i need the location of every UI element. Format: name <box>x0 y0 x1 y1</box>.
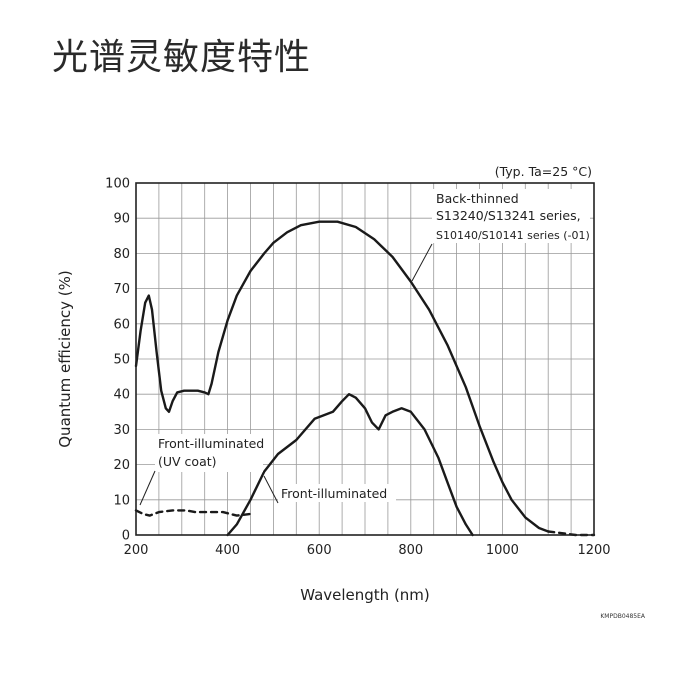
tick-layer: 0 10 20 30 40 50 60 70 80 90 100 200 400 600 800 1000 12… <box>105 177 610 559</box>
grid-layer <box>136 183 594 535</box>
back-thinned-label: Back-thinned <box>436 191 519 206</box>
y-tick-label: 20 <box>113 458 130 473</box>
leader-line <box>263 475 279 504</box>
x-axis-label: Wavelength (nm) <box>300 586 430 604</box>
front-illuminated-curve <box>226 393 474 537</box>
y-tick-label: 0 <box>122 529 130 544</box>
back-thinned-label: S10140/S10141 series (-01) <box>436 229 590 242</box>
back-thinned-curve <box>134 220 550 533</box>
x-tick-label: 1200 <box>577 543 610 558</box>
figure-code: KMPDB0485EA <box>600 613 645 620</box>
front-illuminated-uv-label: (UV coat) <box>158 454 217 469</box>
y-tick-label: 10 <box>113 493 130 508</box>
label-backdrop <box>278 484 396 502</box>
label-backdrop <box>155 434 263 472</box>
annotation-layer: Back-thinned S13240/S13241 series, S10140/… <box>139 189 590 506</box>
y-tick-label: 60 <box>113 317 130 332</box>
front-illuminated-uv-label: Front-illuminated <box>158 436 264 451</box>
leader-line <box>139 470 156 506</box>
back-thinned-label: S13240/S13241 series, <box>436 208 581 223</box>
curve-layer <box>134 220 596 537</box>
y-tick-label: 100 <box>105 177 130 192</box>
y-tick-label: 40 <box>113 388 130 403</box>
leader-line <box>411 243 433 282</box>
x-tick-label: 200 <box>124 543 149 558</box>
x-tick-label: 800 <box>398 543 423 558</box>
plot-frame <box>135 182 595 536</box>
front-illuminated-label: Front-illuminated <box>281 486 387 501</box>
y-tick-label: 30 <box>113 423 130 438</box>
y-tick-label: 50 <box>113 353 130 368</box>
y-tick-label: 80 <box>113 247 130 262</box>
front-illuminated-uv-coat-curve <box>134 509 252 517</box>
y-axis-label: Quantum efficiency (%) <box>56 270 74 448</box>
x-tick-label: 400 <box>215 543 240 558</box>
y-tick-label: 90 <box>113 212 130 227</box>
label-backdrop <box>432 189 590 243</box>
y-tick-label: 70 <box>113 282 130 297</box>
x-tick-label: 1000 <box>486 543 519 558</box>
x-tick-label: 600 <box>307 543 332 558</box>
condition-label: (Typ. Ta=25 °C) <box>495 164 592 179</box>
page-title: 光谱灵敏度特性 <box>52 37 312 78</box>
